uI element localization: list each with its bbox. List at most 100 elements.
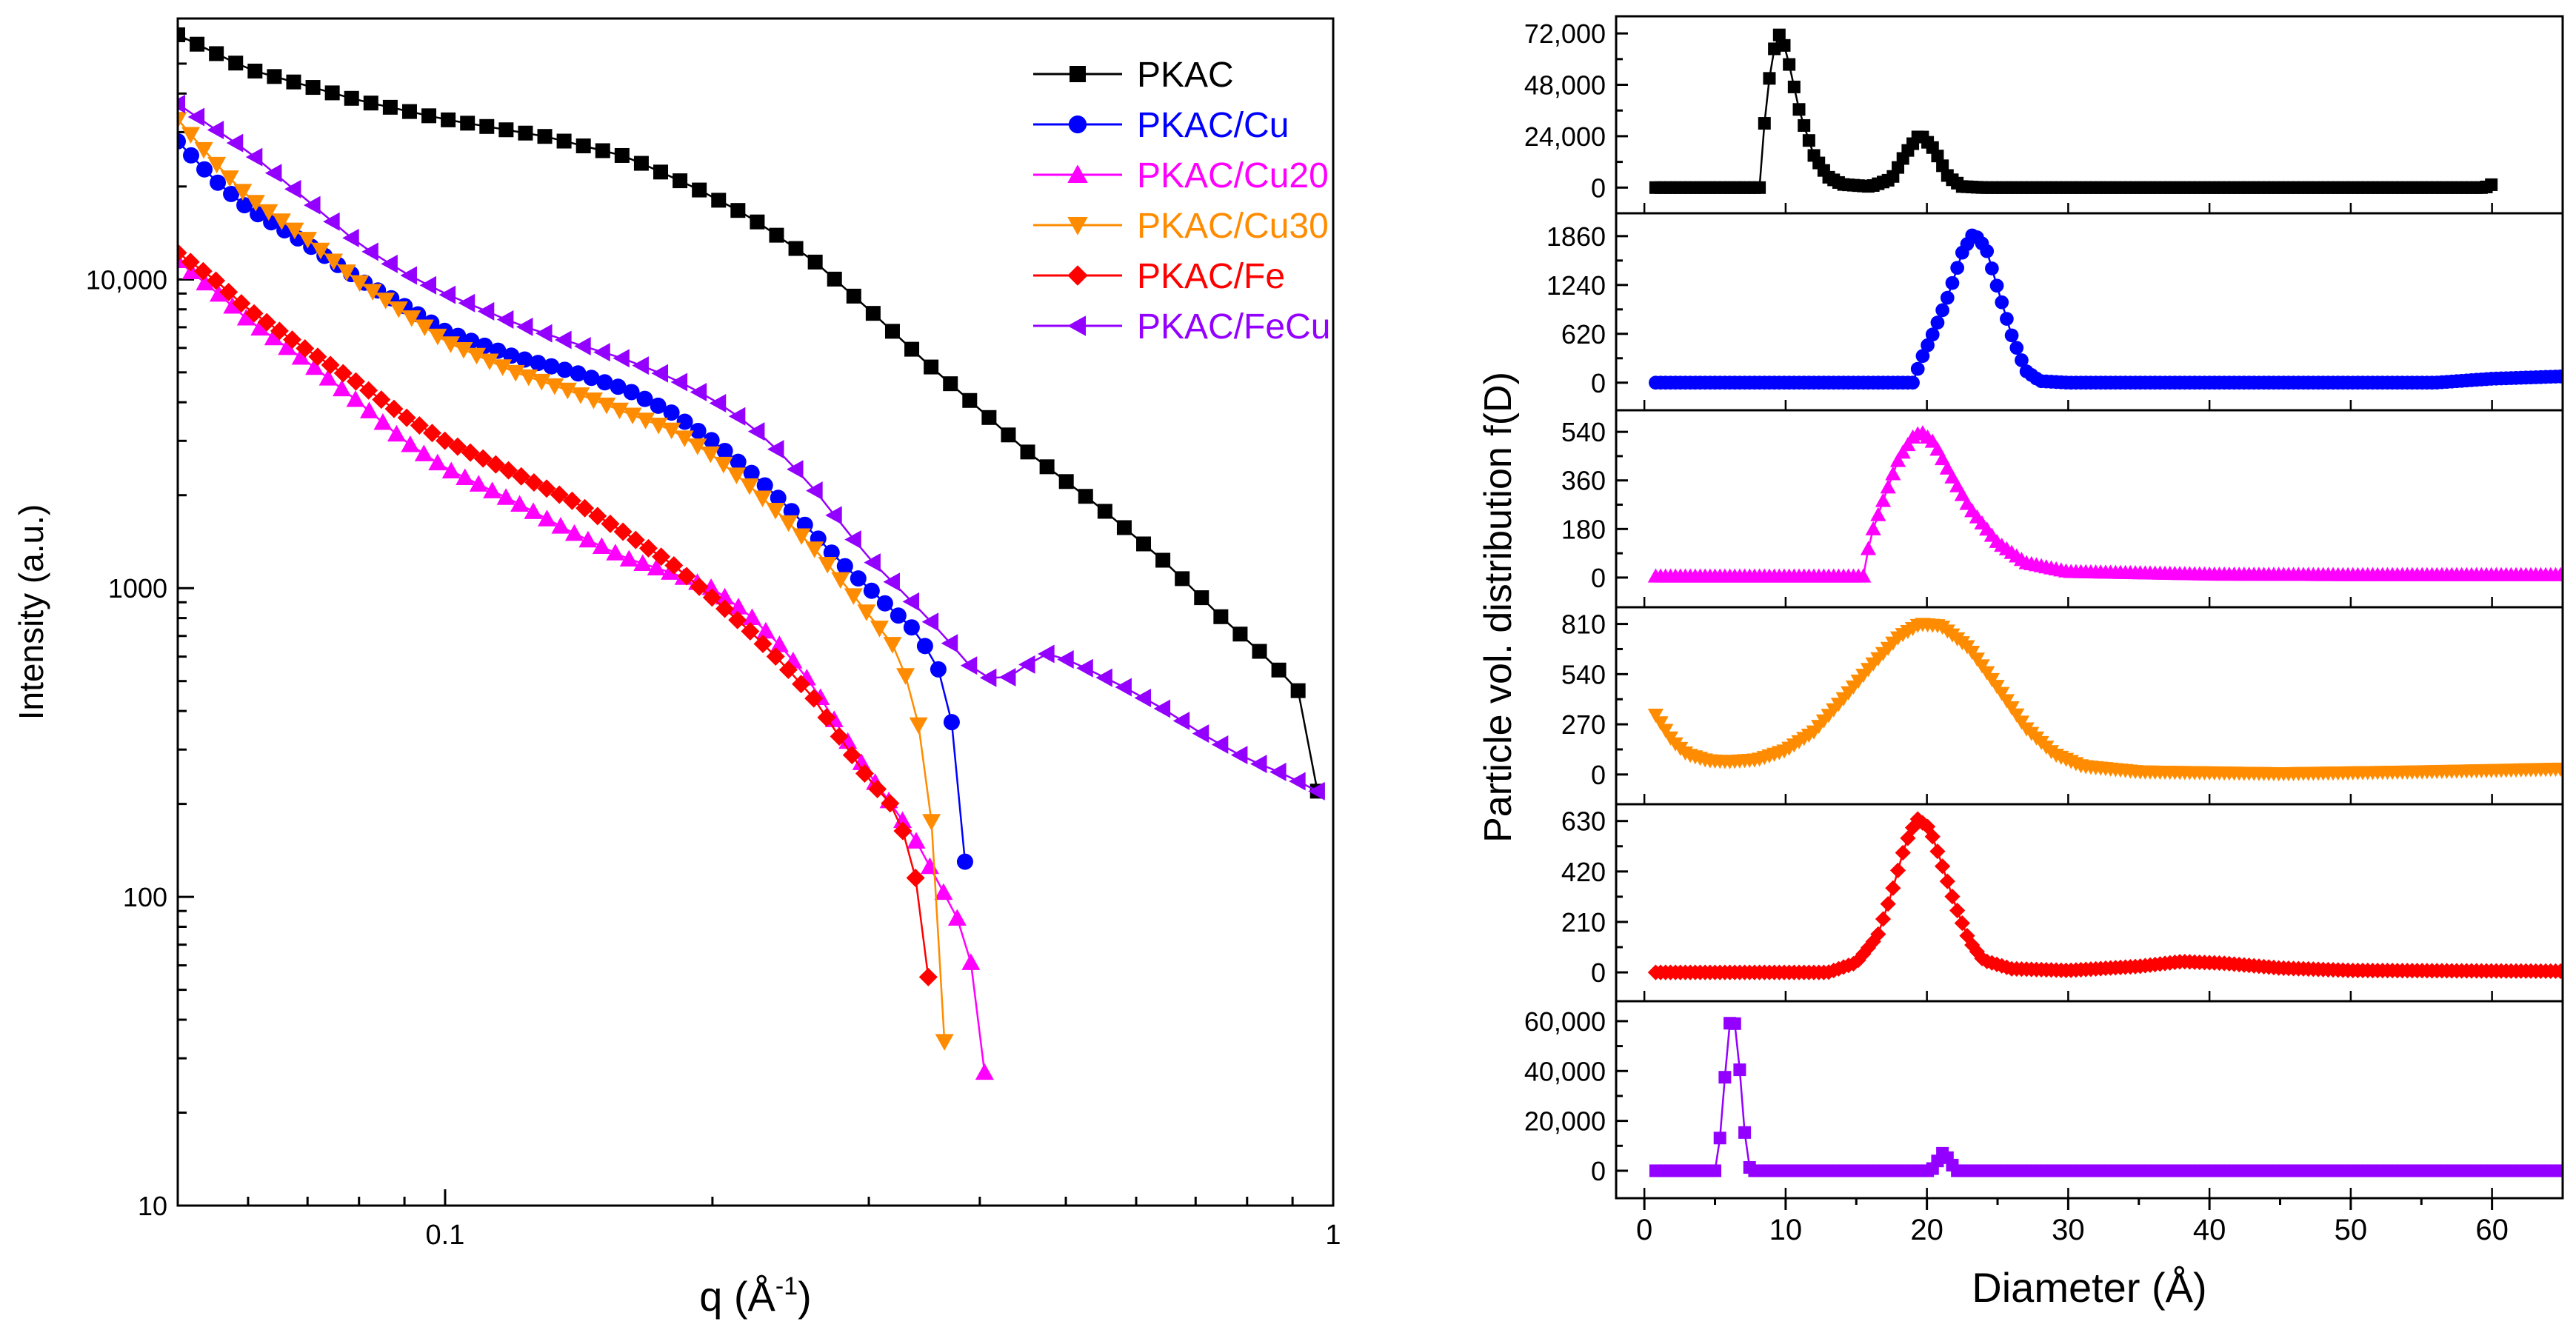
distribution-panel-pkac-cu30: 0 270 540 810	[1561, 606, 2564, 806]
data-point-pkac-fe	[881, 794, 900, 813]
data-point-pkac	[827, 271, 842, 287]
data-point-pkac-fe	[232, 294, 251, 313]
panel-point-pkac	[1783, 58, 1796, 71]
intensity-x-axis-label: q (Å-1)	[699, 1272, 812, 1320]
data-point-pkac-cu30	[792, 528, 811, 545]
data-point-pkac-cu	[636, 390, 653, 407]
panel-point-pkac-cu	[1930, 315, 1945, 330]
data-point-pkac-cu20	[181, 262, 201, 280]
data-point-pkac-cu	[236, 197, 253, 214]
panel-point-pkac-fecu	[1713, 1132, 1726, 1145]
data-point-pkac-cu	[836, 558, 853, 575]
legend-marker	[1067, 164, 1088, 183]
data-point-pkac-cu30	[467, 347, 487, 365]
panel-point-pkac-cu30	[1989, 680, 2005, 695]
data-point-pkac-cu30	[415, 319, 434, 337]
panel-y-tick-label: 0	[1591, 563, 1606, 593]
x-tick-label: 0.1	[426, 1220, 465, 1251]
panel-y-tick-label: 40,000	[1524, 1056, 1606, 1086]
data-point-pkac-cu30	[519, 369, 538, 387]
data-point-pkac-fecu	[1289, 772, 1306, 791]
data-point-pkac-cu	[223, 185, 240, 202]
data-point-pkac-cu30	[558, 382, 577, 400]
data-point-pkac-fecu	[806, 481, 823, 501]
data-point-pkac-fe	[333, 364, 353, 383]
data-point-pkac	[479, 118, 495, 134]
data-point-pkac-fe	[308, 347, 327, 367]
data-point-pkac	[324, 85, 340, 101]
data-point-pkac-cu20	[387, 424, 406, 442]
data-point-pkac-fecu	[496, 310, 514, 329]
data-point-pkac-cu	[783, 503, 800, 520]
data-point-pkac	[1175, 571, 1190, 587]
data-point-pkac-fe	[257, 313, 276, 332]
data-point-pkac-cu30	[389, 301, 408, 318]
panel-point-pkac-fe	[1944, 888, 1961, 905]
data-point-pkac-fe	[601, 514, 620, 533]
data-point-pkac-cu30	[493, 359, 513, 376]
data-point-pkac-fe	[664, 556, 684, 575]
data-point-pkac-fecu	[709, 393, 727, 412]
data-point-pkac-fe	[372, 390, 391, 410]
data-point-pkac-fecu	[979, 668, 997, 687]
data-point-pkac-fecu	[187, 107, 205, 127]
panel-point-pkac	[1936, 159, 1949, 173]
panel-point-pkac-fe	[1924, 829, 1941, 845]
data-point-pkac-cu20	[483, 481, 502, 498]
panel-point-pkac-cu	[1935, 303, 1949, 318]
data-point-pkac-cu30	[337, 264, 356, 281]
data-point-pkac-cu30	[220, 170, 239, 187]
data-point-pkac	[1001, 427, 1016, 443]
panel-point-pkac-cu30	[1652, 716, 1669, 731]
legend-marker	[1070, 66, 1086, 82]
data-point-pkac-fe	[766, 646, 785, 666]
data-point-pkac	[653, 164, 669, 180]
data-point-pkac	[460, 116, 476, 131]
distribution-panel-pkac: 0 24,000 48,000 72,000	[1524, 15, 2564, 215]
data-point-pkac-cu20	[619, 549, 638, 567]
x-tick-label: 1	[1325, 1220, 1341, 1251]
panel-point-pkac-cu20	[1880, 479, 1896, 494]
data-point-pkac-cu20	[661, 563, 680, 580]
panel-point-pkac-cu	[1925, 327, 1940, 342]
data-point-pkac-fe	[855, 763, 874, 783]
data-point-pkac-cu20	[633, 554, 653, 571]
data-point-pkac-cu20	[729, 598, 748, 615]
panel-point-pkac	[1763, 72, 1776, 85]
diameter-tick-label: 10	[1769, 1214, 1803, 1246]
data-point-pkac	[924, 359, 939, 375]
data-point-pkac-cu20	[934, 883, 953, 900]
data-point-pkac-fe	[473, 449, 493, 468]
data-point-pkac-cu20	[414, 444, 433, 461]
data-point-pkac	[1116, 520, 1132, 535]
data-point-pkac	[981, 410, 997, 425]
data-point-pkac-fecu	[767, 440, 784, 459]
data-point-pkac-cu20	[250, 318, 270, 336]
data-point-pkac-cu30	[818, 556, 837, 574]
data-point-pkac-cu30	[727, 467, 746, 484]
data-point-pkac-cu30	[883, 637, 902, 654]
data-point-pkac	[595, 143, 610, 158]
panel-point-pkac-cu	[2009, 341, 2024, 355]
panel-point-pkac-fe	[1939, 873, 1955, 889]
data-point-pkac-cu20	[333, 379, 352, 397]
panel-point-pkac-cu20	[1875, 492, 1892, 507]
data-point-pkac	[1271, 662, 1287, 678]
data-point-pkac-cu30	[636, 412, 655, 430]
data-point-pkac-fecu	[574, 336, 591, 355]
data-point-pkac-cu30	[285, 222, 304, 240]
data-point-pkac-fe	[448, 437, 467, 456]
panel-point-pkac	[1758, 117, 1771, 130]
data-point-pkac	[633, 156, 649, 171]
distribution-chart: 0 24,000 48,000 72,000 0 620 1240 1860 0 180 360 54…	[1477, 15, 2564, 1311]
data-point-pkac-cu	[903, 619, 920, 636]
data-point-pkac-fecu	[1038, 644, 1055, 664]
data-point-pkac-fe	[638, 538, 658, 558]
data-point-pkac-fe	[817, 708, 836, 727]
data-point-pkac-fecu	[1095, 668, 1112, 687]
legend-label: PKAC/Cu30	[1137, 207, 1329, 246]
data-point-pkac-cu20	[469, 475, 488, 492]
data-point-pkac-fe	[906, 869, 925, 888]
data-point-pkac-fecu	[477, 301, 495, 321]
